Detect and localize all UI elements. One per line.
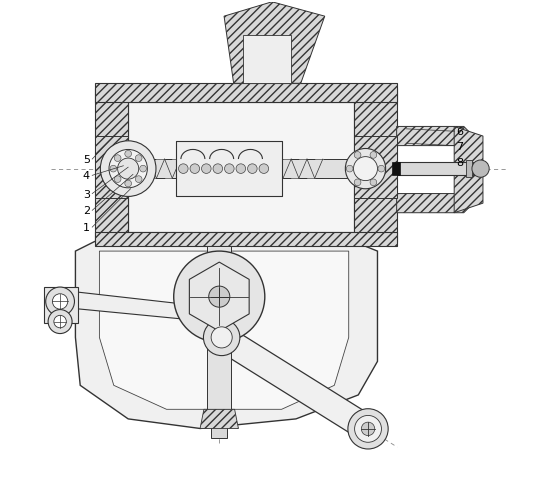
Text: 7: 7 (456, 141, 463, 151)
Polygon shape (95, 84, 397, 103)
Circle shape (135, 176, 142, 183)
Bar (397, 163, 473, 176)
Circle shape (213, 165, 222, 174)
Circle shape (125, 151, 132, 158)
Circle shape (211, 327, 232, 348)
Bar (128, 160, 354, 179)
Text: 4: 4 (83, 171, 90, 181)
Circle shape (248, 165, 257, 174)
Polygon shape (224, 3, 325, 84)
Circle shape (114, 155, 121, 162)
Circle shape (118, 159, 139, 180)
Circle shape (110, 166, 116, 173)
Text: 8: 8 (456, 158, 463, 168)
Circle shape (259, 165, 269, 174)
Circle shape (355, 416, 381, 442)
Polygon shape (200, 409, 238, 429)
Circle shape (236, 165, 246, 174)
Circle shape (100, 141, 156, 197)
Circle shape (178, 165, 188, 174)
Circle shape (201, 165, 211, 174)
Circle shape (354, 180, 361, 186)
Bar (207, 247, 231, 409)
Bar (211, 409, 227, 438)
Bar (176, 141, 282, 197)
Circle shape (190, 268, 248, 326)
Polygon shape (95, 137, 128, 199)
Polygon shape (454, 127, 483, 213)
Circle shape (48, 310, 72, 334)
Polygon shape (354, 137, 397, 199)
Text: 1: 1 (83, 223, 90, 233)
Circle shape (348, 409, 388, 449)
Circle shape (354, 157, 378, 181)
Polygon shape (95, 89, 128, 242)
Circle shape (190, 165, 200, 174)
Circle shape (109, 150, 147, 188)
Circle shape (225, 165, 234, 174)
Polygon shape (354, 89, 397, 242)
Circle shape (370, 180, 377, 186)
Circle shape (378, 166, 385, 173)
Polygon shape (397, 127, 473, 146)
Circle shape (52, 294, 68, 309)
Text: 6: 6 (456, 127, 463, 137)
Circle shape (203, 319, 240, 356)
Circle shape (347, 166, 353, 173)
Circle shape (209, 287, 230, 307)
Polygon shape (189, 263, 249, 332)
Circle shape (345, 149, 386, 189)
Bar (243, 36, 291, 84)
Polygon shape (95, 232, 397, 247)
Circle shape (114, 176, 121, 183)
Polygon shape (76, 292, 224, 323)
Circle shape (54, 316, 66, 328)
Polygon shape (215, 327, 375, 440)
Text: 2: 2 (83, 206, 90, 216)
Circle shape (354, 152, 361, 159)
Bar (392, 163, 400, 176)
Bar (466, 161, 472, 178)
Bar (128, 103, 354, 232)
Circle shape (140, 166, 146, 173)
Circle shape (46, 287, 75, 316)
Polygon shape (100, 252, 349, 409)
Circle shape (472, 161, 489, 178)
Polygon shape (76, 242, 378, 429)
Circle shape (361, 422, 375, 436)
Bar (44, 287, 78, 323)
Circle shape (370, 152, 377, 159)
Circle shape (174, 252, 265, 343)
Text: 5: 5 (83, 155, 90, 165)
Text: 3: 3 (83, 189, 90, 199)
Circle shape (135, 155, 142, 162)
Polygon shape (397, 194, 473, 213)
Circle shape (125, 181, 132, 187)
